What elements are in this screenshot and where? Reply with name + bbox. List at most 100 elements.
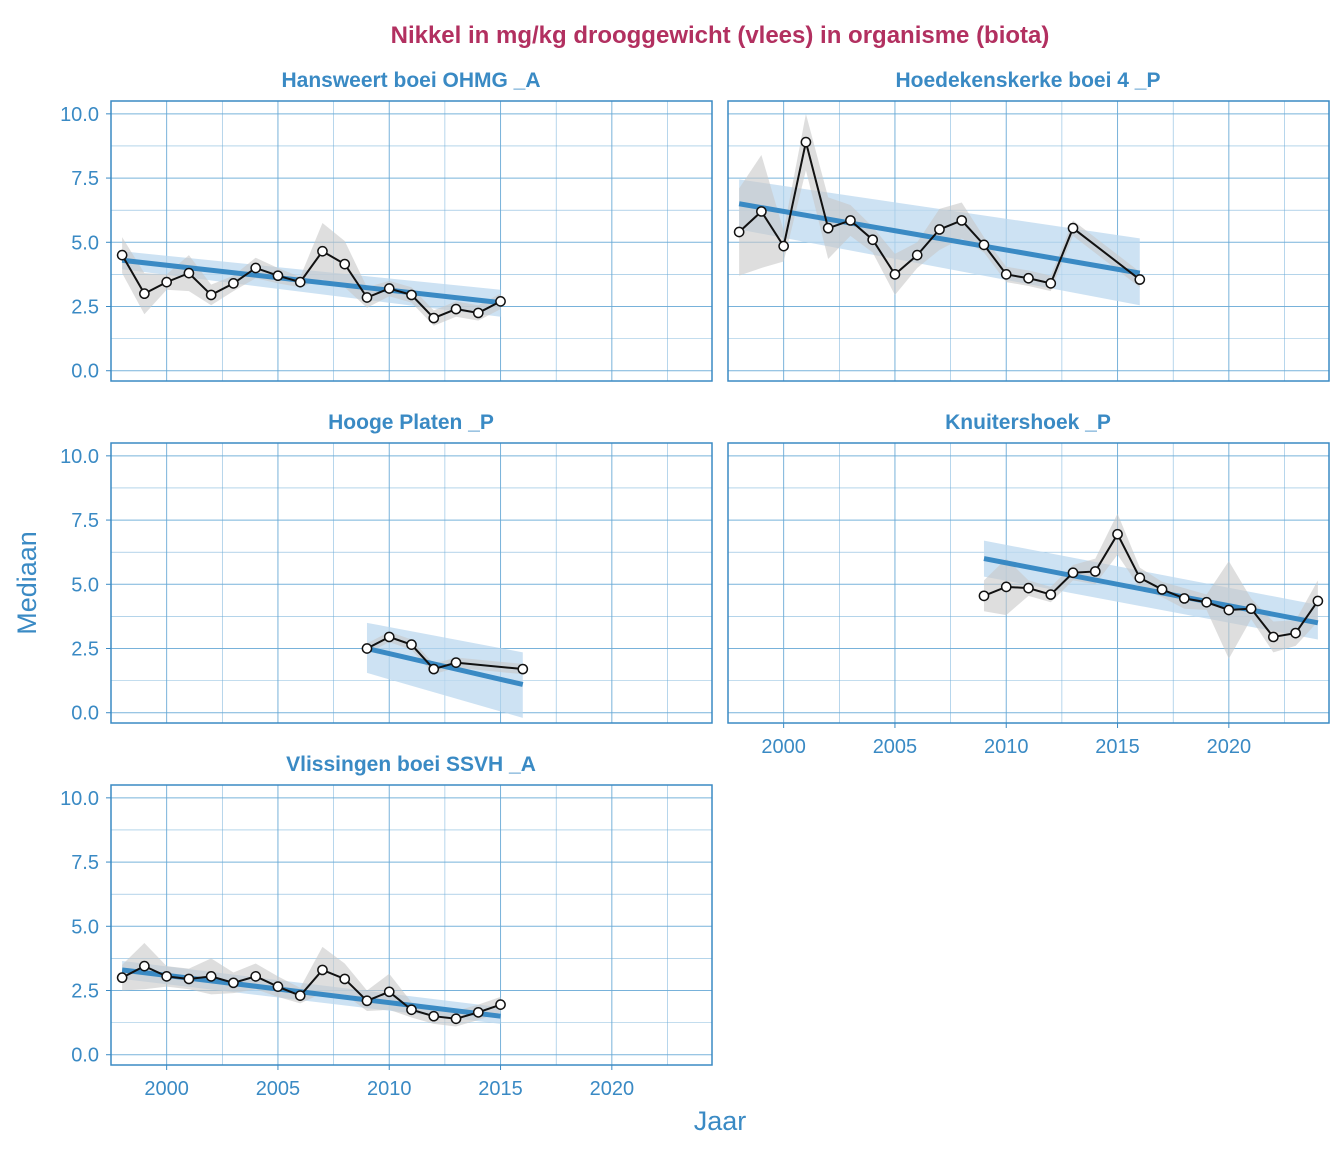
y-tick-label: 5.0 <box>71 574 99 596</box>
plot-area <box>983 513 1319 659</box>
data-point <box>1000 581 1012 593</box>
data-point <box>161 971 172 982</box>
panels: Hansweert boei OHMG _A 0.0 2.5 5.0 7.5 10.0 Ho… <box>60 69 1330 1100</box>
y-tick-label: 0.0 <box>71 1045 99 1067</box>
series-line <box>983 532 1319 639</box>
data-point <box>317 245 328 257</box>
data-point <box>406 1004 417 1016</box>
series-ribbon <box>122 223 501 326</box>
data-point <box>183 267 195 279</box>
data-point <box>1023 582 1034 594</box>
grid <box>110 785 712 1065</box>
data-point <box>978 239 990 251</box>
data-point <box>495 296 506 307</box>
data-point <box>778 240 789 252</box>
y-tick-label: 2.5 <box>71 297 99 319</box>
panel-frame <box>727 100 1330 382</box>
data-point <box>1067 567 1079 579</box>
data-point <box>1245 603 1257 615</box>
panel: Hoedekenskerke boei 4 _P <box>727 69 1330 382</box>
data-point <box>756 206 767 217</box>
data-point <box>1112 528 1123 540</box>
data-point <box>517 663 529 675</box>
x-tick-label: 2015 <box>1095 736 1140 758</box>
data-point <box>978 590 990 602</box>
trend-line <box>983 556 1319 626</box>
data-point <box>161 276 172 288</box>
trend-line <box>121 257 501 306</box>
x-tick-label: 2010 <box>984 736 1029 758</box>
y-tick-label: 7.5 <box>71 852 99 874</box>
data-point <box>294 990 306 1001</box>
panel-frame <box>727 442 1330 724</box>
y-tick-label: 5.0 <box>71 232 99 254</box>
trend-line <box>738 201 1141 276</box>
panel-title: Vlissingen boei SSVH _A <box>286 753 536 776</box>
y-tick-label: 0.0 <box>71 703 99 725</box>
y-tick-label: 10.0 <box>60 104 99 126</box>
x-tick-label: 2020 <box>1207 736 1252 758</box>
data-point <box>361 292 373 303</box>
data-point <box>317 964 328 976</box>
plot-area <box>738 113 1141 306</box>
y-tick-label: 10.0 <box>60 446 99 468</box>
data-point <box>450 303 462 315</box>
series-ribbon <box>739 113 1140 295</box>
data-point <box>428 312 440 324</box>
y-tick-label: 2.5 <box>71 981 99 1003</box>
data-point <box>1000 269 1012 280</box>
panel-frame <box>110 442 713 724</box>
data-point <box>205 289 217 301</box>
data-point <box>383 283 395 294</box>
data-point <box>116 972 128 984</box>
data-point <box>183 973 195 985</box>
data-point <box>1023 272 1034 284</box>
data-point <box>1312 595 1324 607</box>
data-point <box>1201 596 1212 608</box>
panel: Hooge Platen _P 0.0 2.5 5.0 7.5 10.0 <box>60 411 713 725</box>
data-point <box>116 249 128 261</box>
chart-title: Nikkel in mg/kg drooggewicht (vlees) in … <box>390 22 1050 49</box>
data-point <box>1134 572 1146 584</box>
data-point <box>1156 584 1168 595</box>
data-point <box>406 289 417 301</box>
x-tick-label: 2005 <box>256 1078 301 1100</box>
data-point <box>495 999 506 1010</box>
plot-area <box>121 942 501 1027</box>
panel-title: Hoedekenskerke boei 4 _P <box>896 69 1161 92</box>
x-axis-label: Jaar <box>694 1106 747 1136</box>
y-tick-label: 7.5 <box>71 168 99 190</box>
panel: Vlissingen boei SSVH _A 0.0 2.5 5.0 7.5 10.0 2… <box>60 753 713 1100</box>
x-tick-label: 2005 <box>873 736 918 758</box>
data-point <box>272 270 284 282</box>
series-ribbon <box>122 942 501 1027</box>
data-point <box>250 262 262 274</box>
data-point <box>450 657 462 668</box>
panel: Knuitershoek _P 2000 2005 2010 2015 2020 <box>727 411 1330 758</box>
data-point <box>228 278 239 289</box>
data-point <box>361 995 373 1007</box>
data-point <box>383 986 395 998</box>
y-axis-label: Mediaan <box>12 531 42 635</box>
data-point <box>1223 604 1235 616</box>
data-point <box>1290 627 1301 639</box>
x-tick-label: 2010 <box>367 1078 412 1100</box>
data-point <box>889 269 901 280</box>
data-point <box>294 276 306 288</box>
data-point <box>733 226 745 238</box>
data-point <box>139 960 150 972</box>
data-point <box>383 631 395 643</box>
panel-title: Hansweert boei OHMG _A <box>281 69 540 92</box>
panel: Hansweert boei OHMG _A 0.0 2.5 5.0 7.5 10.0 <box>60 69 713 383</box>
data-point <box>339 258 351 270</box>
data-point <box>1178 593 1190 604</box>
data-point <box>272 981 284 993</box>
y-tick-label: 7.5 <box>71 510 99 532</box>
y-tick-label: 2.5 <box>71 639 99 661</box>
data-point <box>228 977 239 989</box>
y-tick-label: 10.0 <box>60 788 99 810</box>
data-point <box>934 224 945 235</box>
x-tick-label: 2015 <box>478 1078 523 1100</box>
data-point <box>472 1006 484 1018</box>
